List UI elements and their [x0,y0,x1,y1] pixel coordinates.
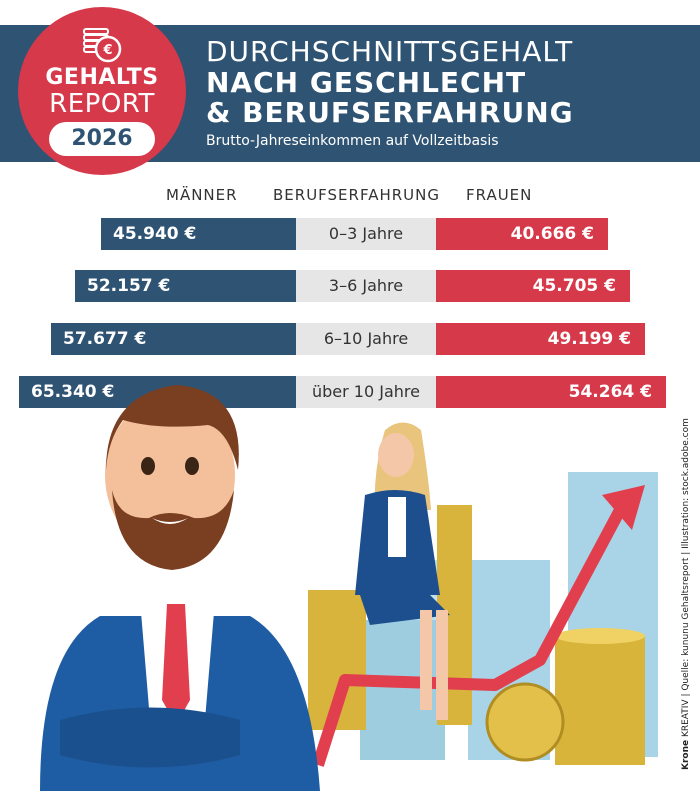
column-header-women: FRAUEN [466,186,533,204]
credit-brand-rest: KREATIV [681,699,691,740]
badge-year: 2026 [49,122,155,156]
source-credit: Krone KREATIV | Quelle: kununu Gehaltsre… [681,418,691,770]
credit-brand: Krone [681,739,691,770]
trend-arrow [312,507,626,767]
category-label-3: über 10 Jahre [296,376,436,408]
category-label-1: 3–6 Jahre [296,270,436,302]
illustration [40,385,658,791]
title-line3: & BERUFSERFAHRUNG [206,96,574,129]
woman-figure [355,422,450,720]
gehaltsreport-badge: € GEHALTS REPORT 2026 [18,7,186,175]
badge-line1: GEHALTS [45,65,159,90]
bar-men-2: 57.677 € [51,323,296,355]
bar-women-3: 54.264 € [436,376,666,408]
bar-women-0: 40.666 € [436,218,608,250]
title-line1: DURCHSCHNITTSGEHALT [206,35,574,68]
bar-men-0: 45.940 € [101,218,296,250]
badge-line2: REPORT [49,89,155,119]
coins-icon: € [83,28,122,63]
svg-text:€: € [102,43,112,58]
column-header-experience: BERUFSERFAHRUNG [273,186,440,204]
credit-source: | Quelle: kununu Gehaltsreport | Illustr… [681,418,691,700]
category-label-0: 0–3 Jahre [296,218,436,250]
column-header-men: MÄNNER [166,186,238,204]
man-figure [40,385,320,791]
bar-men-1: 52.157 € [75,270,296,302]
bar-women-2: 49.199 € [436,323,645,355]
bar-women-1: 45.705 € [436,270,630,302]
subtitle: Brutto-Jahreseinkommen auf Vollzeitbasis [206,133,499,149]
title-line2: NACH GESCHLECHT [206,66,527,99]
category-label-2: 6–10 Jahre [296,323,436,355]
